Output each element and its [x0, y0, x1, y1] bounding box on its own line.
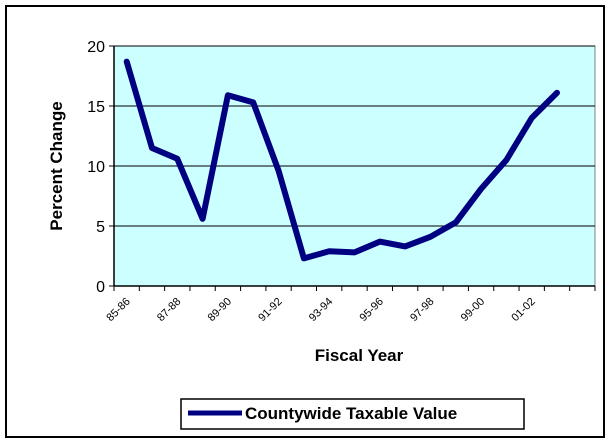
x-tick-label: 89-90: [206, 296, 234, 324]
y-tick-label: 10: [87, 159, 105, 176]
gridlines: [114, 45, 595, 227]
y-tick-label: 15: [87, 99, 105, 116]
x-tick-label: 91-92: [256, 296, 284, 324]
legend: Countywide Taxable Value: [180, 398, 525, 430]
y-tick-label: 5: [96, 219, 105, 236]
legend-label: Countywide Taxable Value: [245, 404, 457, 423]
y-axis-title: Percent Change: [47, 101, 66, 230]
x-tick-label: 87-88: [155, 296, 183, 324]
x-tick-label: 95-96: [358, 296, 386, 324]
y-tick-label: 0: [96, 279, 105, 296]
x-tick-label: 85-86: [104, 296, 132, 324]
y-axis-ticks: 0 5 10 15 20: [87, 39, 114, 296]
series-group: [123, 58, 560, 262]
x-axis-ticks: 85-86 87-88 89-90 91-92 93-94 95-96 97-98 99-00…: [104, 286, 596, 324]
x-tick-label: 93-94: [307, 296, 335, 324]
x-tick-label: 01-02: [509, 296, 537, 324]
x-tick-label: 99-00: [459, 296, 487, 324]
x-axis-title: Fiscal Year: [315, 346, 404, 365]
y-tick-label: 20: [87, 39, 105, 56]
x-tick-label: 97-98: [408, 296, 436, 324]
series-line: [123, 58, 560, 262]
